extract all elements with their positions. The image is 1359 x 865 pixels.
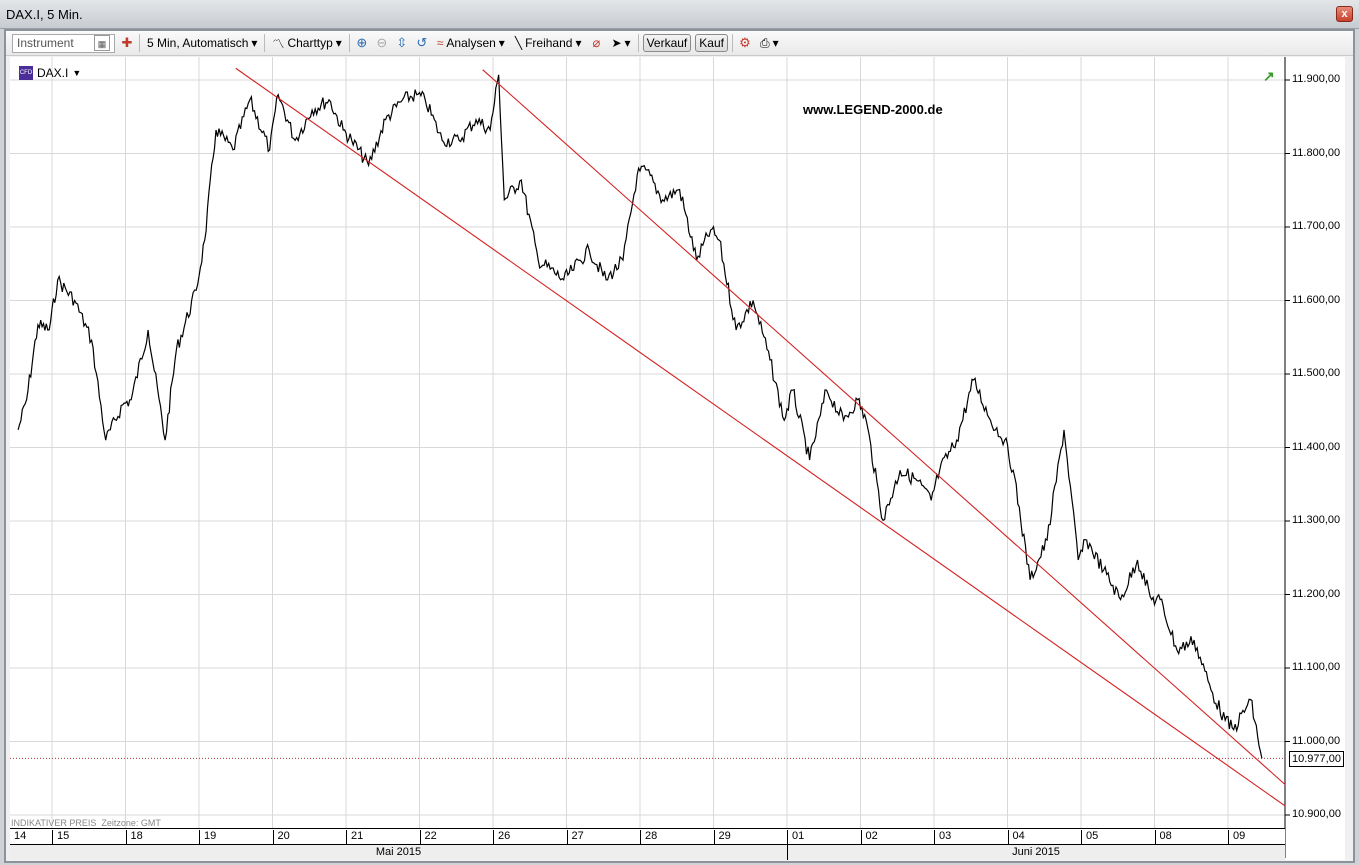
x-day-label: 02	[860, 830, 878, 845]
x-month-label: Mai 2015	[375, 846, 422, 858]
print-dropdown[interactable]: ⎙ ▾	[757, 36, 782, 51]
chevron-down-icon: ▾	[251, 36, 258, 50]
y-tick-label: 11.100,00	[1292, 661, 1341, 673]
cursor-icon: ➤	[611, 36, 622, 50]
chevron-down-icon: ▾	[498, 36, 505, 50]
charttype-dropdown[interactable]: 〽 Charttyp ▾	[269, 35, 344, 52]
y-tick-label: 11.200,00	[1292, 587, 1341, 600]
x-day-label: 20	[272, 830, 290, 845]
freihand-dropdown[interactable]: ╲ Freihand ▾	[512, 36, 585, 50]
analysen-label: Analysen	[446, 36, 496, 50]
x-day-label: 28	[640, 830, 657, 845]
y-tick-label: 11.700,00	[1292, 220, 1341, 232]
interval-dropdown[interactable]: 5 Min, Automatisch ▾	[144, 36, 260, 50]
charttype-label: Charttyp	[287, 36, 333, 50]
verkauf-button[interactable]: Verkauf	[642, 34, 692, 52]
month-divider	[787, 845, 788, 860]
x-month-label: Juni 2015	[1012, 846, 1060, 858]
x-axis-months: Mai 2015 Juni 2015	[10, 845, 1285, 860]
divider	[731, 34, 733, 52]
y-tick-label: 11.600,00	[1292, 293, 1341, 306]
last-price-label: 10.977,00	[1289, 751, 1344, 767]
y-tick-label: 10.900,00	[1292, 808, 1341, 820]
x-day-label: 15	[52, 830, 69, 845]
divider	[348, 34, 350, 52]
instrument-placeholder: Instrument	[17, 36, 74, 50]
chart-settings-icon[interactable]: ⚙	[739, 35, 751, 50]
divider	[139, 34, 140, 52]
y-tick-label: 11.800,00	[1292, 146, 1341, 159]
fit-icon[interactable]: ⇳	[396, 35, 408, 50]
kauf-button[interactable]: Kauf	[695, 34, 728, 52]
x-day-label: 29	[713, 830, 731, 845]
undo-icon[interactable]: ↺	[416, 35, 428, 50]
symbol-selector[interactable]: CFD DAX.I ▼	[19, 66, 81, 80]
zoom-out-icon[interactable]: ⊖	[376, 35, 388, 50]
calculator-icon[interactable]: ▦	[94, 35, 110, 51]
y-tick-label: 11.500,00	[1292, 367, 1341, 379]
chevron-down-icon: ▾	[624, 36, 631, 50]
chevron-down-icon: ▼	[72, 68, 82, 78]
divider	[637, 34, 639, 52]
close-icon[interactable]: x	[1336, 6, 1353, 22]
x-day-label: 01	[787, 830, 804, 845]
trend-up-icon: ↗	[1263, 68, 1275, 84]
chevron-down-icon: ▾	[335, 36, 342, 50]
freihand-label: Freihand	[525, 36, 573, 50]
analysis-icon: ≈	[436, 36, 444, 50]
zoom-in-icon[interactable]: ⊕	[356, 35, 368, 50]
y-tick-label: 11.400,00	[1292, 440, 1341, 453]
trend-line	[482, 69, 1286, 786]
divider	[264, 34, 266, 52]
chevron-down-icon: ▾	[772, 36, 779, 50]
indicative-price-label: INDIKATIVER PREIS	[11, 818, 97, 828]
x-day-label: 03	[934, 830, 951, 845]
interval-label: 5 Min, Automatisch	[147, 36, 249, 50]
y-tick-label: 11.900,00	[1292, 73, 1341, 85]
eraser-icon[interactable]: ⌀	[592, 35, 601, 50]
x-day-label: 21	[346, 830, 363, 845]
x-day-label: 26	[493, 830, 510, 845]
x-day-label: 05	[1081, 830, 1098, 845]
trend-line	[235, 67, 1286, 807]
price-line	[17, 74, 1263, 759]
x-day-label: 19	[199, 830, 216, 845]
x-day-label: 04	[1007, 830, 1025, 845]
line-chart-icon: 〽	[272, 36, 285, 51]
print-icon: ⎙	[759, 35, 770, 50]
add-indicator-icon[interactable]: ✚	[121, 35, 133, 50]
x-day-label: 27	[566, 830, 584, 845]
title-bar: DAX.I, 5 Min. x	[0, 0, 1359, 29]
watermark: www.LEGEND-2000.de	[803, 102, 943, 117]
footnote: INDIKATIVER PREIS Zeitzone: GMT	[11, 818, 161, 828]
timezone-label: Zeitzone: GMT	[101, 818, 161, 828]
y-tick-label: 11.000,00	[1292, 734, 1341, 747]
y-tick-label: 11.300,00	[1292, 514, 1341, 526]
x-day-label: 09	[1228, 830, 1245, 845]
toolbar: Instrument ▦ ✚ 5 Min, Automatisch ▾ 〽 Chart…	[6, 31, 1353, 56]
symbol-label: DAX.I	[37, 66, 69, 80]
y-axis-area	[1285, 57, 1345, 860]
pointer-dropdown[interactable]: ➤ ▾	[608, 36, 633, 50]
x-day-label: 08	[1154, 830, 1172, 845]
x-axis-days: 14 15 18 19 20 21 22 26 27 28 29 01 02 03 04 05 08 09	[10, 828, 1285, 845]
x-day-label: 14	[14, 830, 27, 842]
instrument-input[interactable]: Instrument ▦	[12, 33, 115, 53]
analysen-dropdown[interactable]: ≈ Analysen ▾	[434, 36, 508, 50]
chevron-down-icon: ▾	[575, 36, 582, 50]
x-day-label: 22	[419, 830, 437, 845]
cfd-icon: CFD	[19, 66, 33, 80]
x-day-label: 18	[125, 830, 143, 845]
plot-area	[10, 57, 1285, 828]
draw-line-icon: ╲	[514, 36, 523, 50]
window-title: DAX.I, 5 Min.	[6, 7, 83, 22]
